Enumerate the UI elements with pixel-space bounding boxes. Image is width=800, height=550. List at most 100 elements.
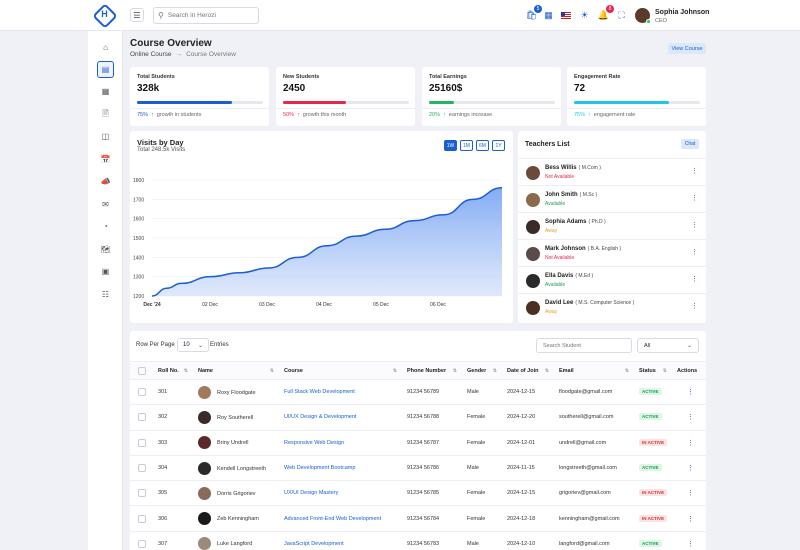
teacher-row: Bess Willis( M.Com ) Not Available ⋮ — [518, 158, 706, 185]
more-vertical-icon[interactable]: ⋮ — [691, 222, 698, 229]
course-link[interactable]: UI/UX Design & Development — [284, 414, 357, 421]
stat-card: Total Earnings 25160$ 20% ↑ earnings incre… — [422, 67, 561, 126]
row-checkbox[interactable] — [138, 388, 146, 397]
more-vertical-icon[interactable]: ⋮ — [687, 389, 694, 397]
more-vertical-icon[interactable]: ⋮ — [691, 276, 698, 283]
language-button[interactable] — [559, 9, 572, 22]
breadcrumb-root[interactable]: Online Course — [130, 51, 172, 58]
column-header[interactable]: Name ⇅ — [194, 361, 280, 380]
sidebar-item-announcements[interactable]: 📣 — [97, 173, 114, 190]
range-button-1w[interactable]: 1W — [444, 140, 457, 151]
sort-icon[interactable]: ⇅ — [624, 367, 629, 374]
range-button-1m[interactable]: 1M — [460, 140, 473, 151]
teacher-row: David Lee( M.S. Computer Science ) Away … — [518, 293, 706, 320]
theme-toggle-button[interactable]: ☀ — [578, 9, 591, 22]
sort-icon[interactable]: ⇅ — [544, 367, 549, 374]
status-badge: IN ACTIVE — [639, 438, 668, 446]
status-cell: IN ACTIVE — [635, 505, 673, 532]
sort-icon[interactable]: ⇅ — [183, 367, 188, 374]
roll-cell: 304 — [154, 455, 194, 482]
sort-icon[interactable]: ⇅ — [269, 367, 274, 374]
row-checkbox[interactable] — [138, 514, 146, 523]
course-link[interactable]: Responsive Web Design — [284, 439, 345, 446]
sidebar-item-layers[interactable]: ◫ — [97, 128, 114, 145]
sidebar-item-home[interactable]: ⌂ — [97, 39, 114, 56]
email-cell: undrell@gmail.com — [555, 430, 635, 456]
more-vertical-icon[interactable]: ⋮ — [687, 465, 694, 473]
roll-cell: 306 — [154, 505, 194, 532]
sort-icon[interactable]: ⇅ — [392, 367, 397, 374]
student-avatar — [198, 537, 211, 550]
sort-icon[interactable]: ⇅ — [492, 367, 497, 374]
more-vertical-icon[interactable]: ⋮ — [691, 249, 698, 256]
more-vertical-icon[interactable]: ⋮ — [691, 168, 698, 175]
notifications-button[interactable]: 🔔 8 — [597, 5, 614, 22]
sort-icon[interactable]: ⇅ — [662, 367, 667, 374]
sidebar-item-maps[interactable]: 🗺 — [97, 241, 114, 258]
megaphone-icon: 📣 — [100, 177, 111, 186]
select-all-checkbox[interactable] — [138, 366, 146, 375]
student-avatar — [198, 486, 211, 500]
column-header[interactable]: Actions — [673, 361, 706, 380]
column-header[interactable]: Email ⇅ — [555, 361, 635, 380]
sidebar-item-apps[interactable]: ▦ — [97, 83, 114, 100]
app-logo[interactable]: H — [92, 3, 118, 29]
more-vertical-icon[interactable]: ⋮ — [687, 540, 694, 548]
course-link[interactable]: Advanced Front-End Web Development — [284, 515, 382, 522]
menu-toggle-button[interactable]: ☰ — [130, 8, 144, 22]
student-search-input[interactable] — [536, 338, 632, 353]
row-checkbox[interactable] — [138, 413, 146, 422]
cart-button[interactable]: 🛍 5 — [525, 5, 542, 22]
column-header[interactable]: Status ⇅ — [635, 361, 673, 380]
sidebar-item-calendar[interactable]: 📅 — [97, 151, 114, 168]
sidebar-item-messages[interactable]: ✉ — [97, 196, 114, 213]
view-course-button[interactable]: View Course — [668, 43, 706, 54]
teacher-avatar — [526, 166, 540, 180]
range-button-6m[interactable]: 6M — [476, 140, 489, 151]
apps-button[interactable]: ▦ — [542, 9, 555, 22]
stat-value: 328k — [137, 83, 160, 94]
sitemap-icon: ☷ — [101, 290, 110, 299]
column-header[interactable]: Date of Join ⇅ — [503, 361, 555, 380]
course-link[interactable]: JavaScript Development — [284, 540, 344, 547]
rows-per-page-select[interactable]: 10 ⌄ — [177, 338, 209, 352]
row-checkbox[interactable] — [138, 539, 146, 548]
y-tick-label: 1300 — [133, 275, 144, 281]
user-name[interactable]: Sophia Johnson — [655, 9, 710, 16]
course-link[interactable]: UX/UI Design Mastery — [284, 490, 339, 497]
column-header[interactable]: Course ⇅ — [280, 361, 403, 380]
global-search-input[interactable] — [167, 12, 248, 19]
status-badge: ACTIVE — [639, 464, 662, 472]
more-vertical-icon[interactable]: ⋮ — [687, 515, 694, 523]
more-vertical-icon[interactable]: ⋮ — [691, 303, 698, 310]
student-avatar — [198, 385, 211, 399]
sidebar-item-documents[interactable]: 🗎 — [97, 106, 114, 123]
course-link[interactable]: Web Development Bootcamp — [284, 465, 356, 472]
more-vertical-icon[interactable]: ⋮ — [687, 414, 694, 422]
more-vertical-icon[interactable]: ⋮ — [687, 490, 694, 498]
more-vertical-icon[interactable]: ⋮ — [687, 439, 694, 447]
course-link[interactable]: Full Stack Web Development — [284, 389, 355, 396]
global-search[interactable]: ⚲ — [153, 7, 259, 24]
status-filter-select[interactable]: All ⌄ — [637, 338, 699, 353]
more-vertical-icon[interactable]: ⋮ — [691, 195, 698, 202]
row-checkbox[interactable] — [138, 464, 146, 473]
sidebar-item-courses[interactable]: ▤ — [97, 61, 114, 78]
sidebar-item-reports[interactable]: ◔ — [97, 218, 114, 235]
sidebar-item-media[interactable]: ▣ — [97, 263, 114, 280]
chat-button[interactable]: Chat — [681, 139, 699, 149]
column-header[interactable]: Phone Number ⇅ — [403, 361, 463, 380]
stat-label: Engagement Rate — [574, 74, 621, 80]
row-checkbox[interactable] — [138, 438, 146, 447]
teacher-name-line: Sophia Adams( Ph.D ) — [545, 219, 606, 225]
sort-icon[interactable]: ⇅ — [452, 367, 457, 374]
column-header[interactable]: Roll No. ⇅ — [154, 361, 194, 380]
fullscreen-button[interactable]: ⛶ — [615, 9, 628, 22]
row-checkbox[interactable] — [138, 489, 146, 498]
table-row: 305 Dorris Grigoriev UX/UI Design Master… — [130, 480, 706, 507]
user-avatar[interactable] — [635, 8, 651, 24]
column-header[interactable]: Gender ⇅ — [463, 361, 503, 380]
row-select-cell — [130, 480, 154, 507]
range-button-1y[interactable]: 1Y — [492, 140, 505, 151]
sidebar-item-hierarchy[interactable]: ☷ — [97, 286, 114, 303]
